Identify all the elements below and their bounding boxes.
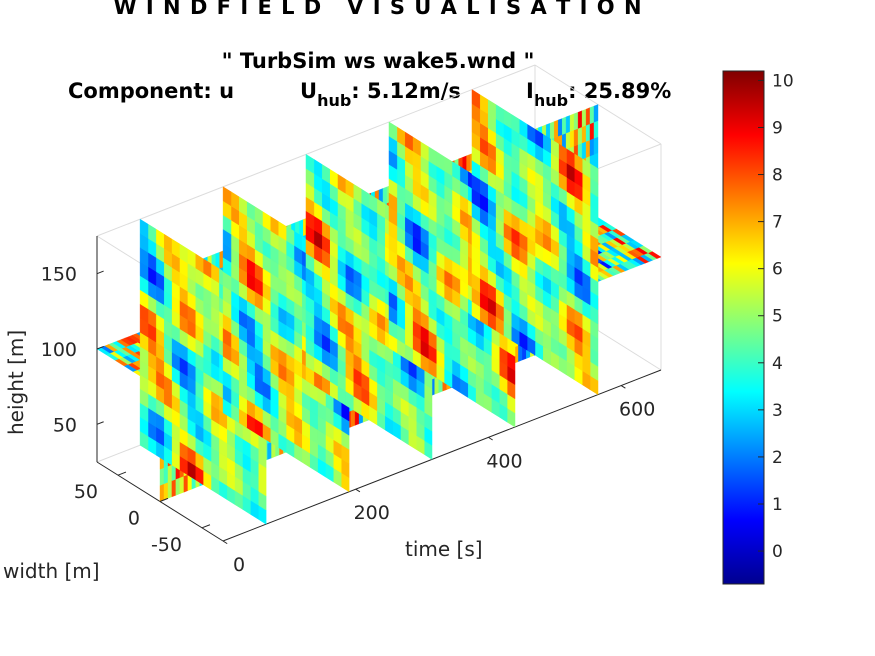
vplane-cell — [350, 408, 356, 428]
time-tick — [488, 436, 493, 441]
time-tick-label: 400 — [486, 450, 522, 472]
time-tick-label: 0 — [233, 554, 245, 576]
width-tick — [159, 497, 169, 502]
cross-section-cell — [222, 186, 232, 207]
vplane-cell — [589, 105, 595, 125]
vplane-cell — [434, 376, 439, 395]
cross-section-cell — [139, 218, 149, 239]
vplane-cell — [569, 129, 575, 148]
uhub-label: Uhub: 5.12m/s — [300, 79, 461, 110]
cross-section-cell — [471, 89, 481, 110]
vplane-cell — [562, 116, 567, 135]
vplane-cell — [565, 131, 571, 150]
colorbar-tick-label: 5 — [772, 307, 783, 327]
component-label: Component: u — [68, 79, 234, 103]
suptitle: W I N D F I E L D V I S U A L I S A T I … — [113, 0, 642, 19]
colorbar-tick-label: 4 — [772, 354, 783, 374]
box-edge — [96, 64, 536, 237]
vplane-cell — [183, 474, 189, 493]
vplane-cell — [573, 112, 579, 131]
height-tick-label: 100 — [41, 339, 77, 361]
vplane-cell — [581, 141, 587, 160]
vplane-cell — [577, 110, 583, 129]
vplane-cell — [585, 107, 591, 126]
vplane-cell — [593, 104, 599, 123]
time-axis-line — [222, 369, 662, 542]
cross-section-cell — [305, 153, 315, 174]
tick-labels: 0 200 400 600 -50 0 50 50 100 150 — [41, 264, 656, 576]
width-tick-label: 0 — [128, 508, 140, 530]
width-tick — [201, 524, 211, 529]
width-tick-label: -50 — [151, 534, 182, 556]
ihub-main: I — [526, 79, 534, 103]
time-tick-label: 600 — [619, 399, 655, 421]
colorbar — [722, 70, 765, 585]
ylabel-width: width [m] — [3, 559, 100, 583]
vplane-cell — [577, 126, 583, 145]
vplane-cell — [163, 481, 169, 501]
colorbar-tick-label: 10 — [772, 71, 794, 91]
vplane-cell — [267, 441, 272, 460]
uhub-main: U — [300, 79, 317, 103]
file-title: " TurbSim ws wake5.wnd " — [222, 49, 535, 73]
vplane-cell — [171, 478, 177, 498]
height-tick — [96, 270, 104, 275]
vplane-cell — [565, 115, 571, 134]
height-tick — [96, 345, 104, 350]
colorbar-tick-label: 6 — [772, 260, 783, 280]
vplane-cell — [299, 219, 304, 238]
vplane-cell — [593, 136, 599, 155]
zlabel-height: height [m] — [4, 330, 28, 435]
vplane-cell — [466, 153, 471, 173]
uhub-sub: hub — [317, 91, 351, 110]
vplane-cell — [589, 121, 595, 141]
width-tick — [117, 471, 127, 476]
colorbar-tick-label: 8 — [772, 166, 783, 186]
vplane-cell — [159, 483, 165, 502]
colorbar-tick-label: 9 — [772, 118, 783, 138]
time-tick — [355, 488, 361, 493]
vplane-cell — [573, 128, 579, 147]
height-tick-label: 150 — [41, 264, 77, 286]
vplane-cell — [569, 113, 575, 132]
vplane-cell — [550, 121, 555, 140]
ihub-sub: hub — [534, 91, 568, 110]
time-tick-label: 200 — [354, 502, 390, 524]
vplane-cell — [167, 464, 173, 483]
vplane-cell — [163, 465, 169, 485]
width-tick-label: 50 — [74, 481, 98, 503]
vplane-cell — [554, 119, 559, 138]
vplane-cell — [585, 139, 591, 158]
colorbar-ticks: 0 1 2 3 4 5 6 7 8 9 10 — [758, 71, 794, 562]
uhub-value: : 5.12m/s — [351, 79, 461, 103]
time-tick — [620, 385, 626, 389]
colorbar-tick-label: 2 — [772, 448, 783, 468]
vplane-cell — [558, 118, 563, 137]
height-tick-label: 50 — [53, 414, 77, 436]
vplane-cell — [593, 120, 599, 139]
colorbar-tick-label: 1 — [772, 495, 783, 515]
xlabel-time: time [s] — [405, 537, 483, 561]
colorbar-tick-label: 0 — [772, 542, 783, 562]
vplane-cell — [175, 477, 181, 496]
vplane-cell — [585, 123, 591, 142]
slices-group — [96, 89, 662, 525]
vplane-cell — [382, 186, 388, 205]
ihub-label: Ihub: 25.89% — [526, 79, 671, 110]
cross-section-cell — [388, 121, 398, 142]
vplane-cell — [581, 108, 587, 128]
time-tick — [222, 540, 228, 545]
vplane-cell — [581, 125, 587, 144]
vplane-cell — [167, 480, 173, 499]
cross-section-5 — [471, 89, 599, 396]
colorbar-tick-label: 3 — [772, 401, 783, 421]
vplane-cell — [179, 475, 185, 494]
colorbar-tick-label: 7 — [772, 213, 783, 233]
ihub-value: : 25.89% — [568, 79, 671, 103]
vplane-cell — [159, 467, 165, 486]
height-tick — [96, 421, 104, 425]
vplane-cell — [589, 138, 595, 157]
